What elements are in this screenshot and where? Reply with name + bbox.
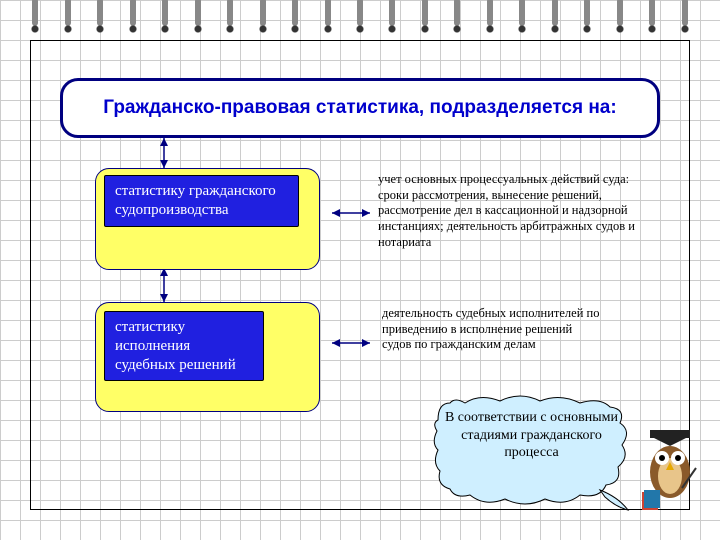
description-1: учет основных процессуальных действий су… [378, 172, 638, 250]
category-box-1: статистику гражданского судопроизводства [95, 168, 320, 270]
notebook-spiral-binding [0, 0, 720, 36]
category-box-2: статистику исполнения судебных решений [95, 302, 320, 412]
title-text: Гражданско-правовая статистика, подразде… [103, 97, 616, 119]
description-2: деятельность судебных исполнителей по пр… [382, 306, 602, 353]
speech-bubble-text: В соответствии с основными стадиями граж… [444, 409, 619, 462]
title-box: Гражданско-правовая статистика, подразде… [60, 78, 660, 138]
category-label-2: статистику исполнения судебных решений [104, 311, 264, 381]
arrow-b1-to-desc [326, 206, 376, 220]
category-label-1: статистику гражданского судопроизводства [104, 175, 299, 227]
speech-bubble: В соответствии с основными стадиями граж… [430, 395, 635, 515]
owl-mascot-icon [640, 430, 700, 510]
arrow-b2-to-desc [326, 336, 376, 350]
